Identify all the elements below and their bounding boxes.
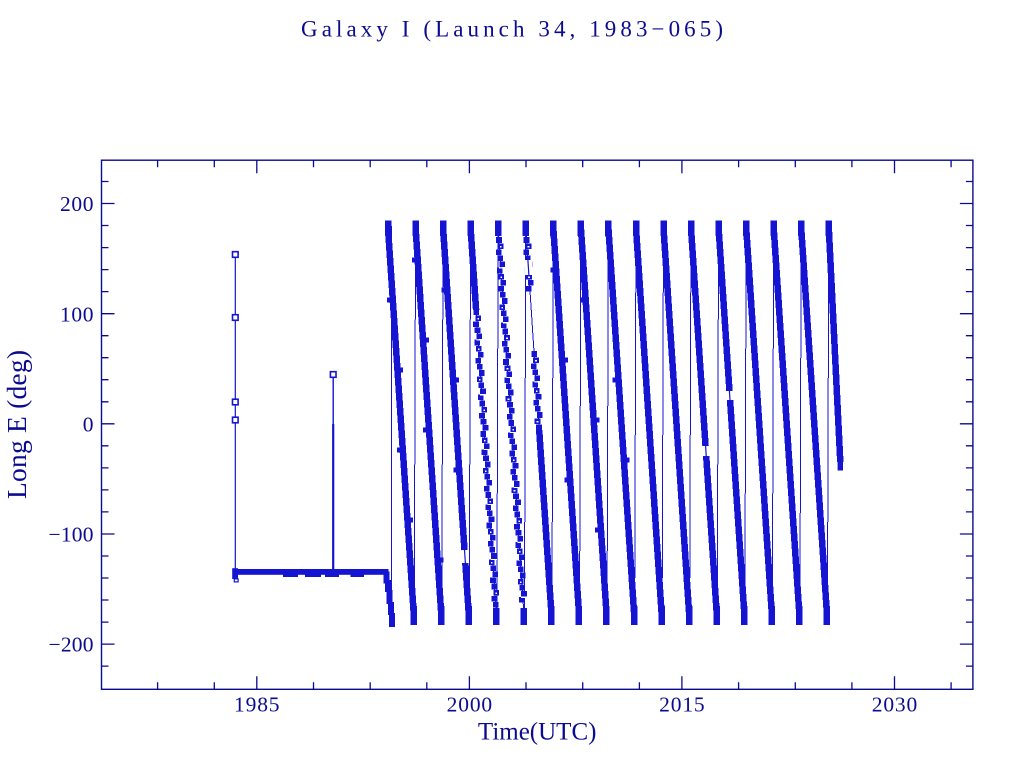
svg-text:−200: −200 (49, 633, 94, 657)
svg-text:0: 0 (83, 412, 94, 436)
svg-text:2030: 2030 (872, 692, 918, 716)
svg-text:100: 100 (60, 302, 94, 326)
svg-text:Long E (deg): Long E (deg) (1, 350, 32, 499)
svg-text:1985: 1985 (234, 692, 280, 716)
svg-text:Galaxy I (Launch 34, 1983−065): Galaxy I (Launch 34, 1983−065) (301, 17, 723, 42)
svg-text:200: 200 (60, 192, 94, 216)
svg-text:2000: 2000 (447, 692, 493, 716)
svg-text:2015: 2015 (659, 692, 705, 716)
svg-text:−100: −100 (49, 523, 94, 547)
svg-text:Time(UTC): Time(UTC) (478, 719, 597, 746)
